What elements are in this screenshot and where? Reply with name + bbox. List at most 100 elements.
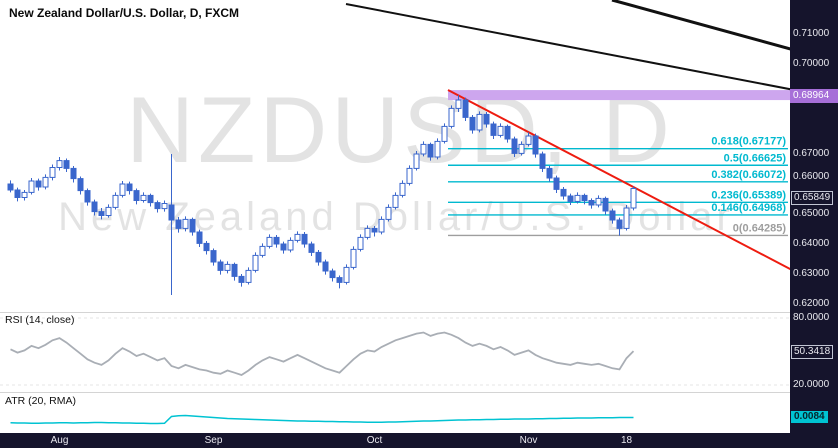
candle-body — [567, 195, 574, 202]
rsi-plot — [10, 331, 635, 376]
candle-body — [161, 203, 168, 210]
time-axis-label: Oct — [366, 435, 383, 446]
candle-body — [315, 251, 322, 263]
candle-body — [427, 143, 434, 158]
candle-body — [84, 190, 91, 203]
candle-body — [329, 270, 336, 279]
candle-body — [14, 189, 21, 198]
candle-body — [91, 201, 98, 213]
fib-label: 0.236(0.65389) — [711, 189, 786, 201]
candle-body — [581, 194, 588, 201]
candle-body — [224, 263, 231, 271]
candle-body — [7, 183, 14, 191]
candle-body — [56, 160, 63, 169]
atr-axis-label: 0.0084 — [791, 410, 828, 423]
candle-body — [119, 183, 126, 196]
candle-body — [154, 202, 161, 210]
candle-body — [231, 263, 238, 277]
red-resistance-trendline[interactable] — [447, 89, 793, 271]
candle-body — [511, 138, 518, 154]
candle-body — [385, 206, 392, 220]
rsi-axis-label: 20.0000 — [793, 379, 830, 390]
rsi-axis-label: 80.0000 — [793, 312, 830, 323]
candle-body — [259, 245, 266, 256]
chart-title: New Zealand Dollar/U.S. Dollar, D, FXCM — [9, 6, 240, 20]
fib-label: 0.146(0.64968) — [711, 202, 786, 214]
atr-plot — [10, 414, 634, 425]
price-axis-label: 0.62000 — [793, 298, 830, 309]
price-axis-label: 0.65000 — [793, 208, 830, 219]
candlestick-series — [7, 95, 637, 295]
atr-line — [10, 414, 634, 425]
fib-label: 0(0.64285) — [733, 222, 787, 234]
candle-body — [98, 211, 105, 217]
candle-body — [168, 204, 175, 221]
resistance-zone-band[interactable] — [448, 90, 790, 101]
candle-body — [287, 239, 294, 251]
pane-separators — [0, 312, 790, 393]
candle-body — [112, 194, 119, 208]
time-axis[interactable]: Aug Sep Oct Nov 18 — [0, 433, 838, 448]
candle-body — [532, 135, 539, 155]
price-axis-label: 0.63000 — [793, 268, 830, 279]
candle-body — [539, 153, 546, 169]
candle-body — [175, 219, 182, 229]
rsi-line — [10, 331, 635, 376]
rsi-indicator-label[interactable]: RSI (14, close) — [5, 314, 75, 326]
price-axis-label: 0.66000 — [793, 171, 830, 182]
candle-body — [35, 180, 42, 188]
candle-body — [630, 188, 637, 209]
candle-body — [266, 236, 273, 247]
candle-body — [560, 188, 567, 197]
candle-body — [77, 178, 84, 192]
candle-body — [294, 233, 301, 241]
candle-body — [574, 194, 581, 202]
candle-body — [392, 194, 399, 208]
candle-body — [273, 236, 280, 245]
candle-body — [546, 167, 553, 179]
rsi-axis-label: 50.3418 — [791, 345, 834, 360]
candle-body — [245, 269, 252, 283]
price-axis-label: 0.65849 — [791, 190, 834, 205]
candle-body — [364, 227, 371, 238]
candle-body — [21, 191, 28, 198]
candle-body — [483, 113, 490, 125]
candle-body — [126, 183, 133, 192]
resistance-zone[interactable] — [448, 90, 790, 101]
candle-body — [420, 143, 427, 155]
price-axis-label: 0.64000 — [793, 238, 830, 249]
fib-label: 0.618(0.67177) — [711, 136, 786, 148]
time-axis-label: Nov — [519, 435, 538, 446]
candle-body — [595, 197, 602, 206]
upper-black-trendline[interactable] — [345, 3, 837, 99]
price-axis-label: 0.67000 — [793, 148, 830, 159]
candle-body — [63, 160, 70, 169]
atr-indicator-label[interactable]: ATR (20, RMA) — [5, 395, 76, 407]
candle-body — [28, 180, 35, 193]
candle-body — [140, 194, 147, 201]
candle-body — [133, 190, 140, 202]
candle-body — [455, 99, 462, 109]
candle-body — [252, 254, 259, 271]
candle-body — [308, 243, 315, 253]
candle-body — [490, 123, 497, 136]
candle-body — [504, 125, 511, 140]
candle-body — [182, 218, 189, 229]
candle-body — [406, 167, 413, 184]
time-axis-label: Sep — [204, 435, 223, 446]
candle-body — [371, 227, 378, 233]
candle-body — [357, 236, 364, 250]
time-axis-label: 18 — [620, 435, 633, 446]
fib-retracement[interactable]: 0.618(0.67177) 0.5(0.66625) 0.382(0.66072)… — [448, 136, 788, 237]
price-axis-label: 0.68964 — [790, 89, 838, 104]
candle-body — [399, 182, 406, 196]
candle-body — [378, 218, 385, 233]
price-axis[interactable]: 0.71000 0.70000 0.68964 0.67000 0.66000 0.658… — [790, 0, 838, 433]
candle-body — [588, 200, 595, 206]
candle-body — [609, 210, 616, 221]
candle-body — [322, 261, 329, 272]
candle-body — [462, 99, 469, 118]
price-axis-label: 0.70000 — [793, 58, 830, 69]
